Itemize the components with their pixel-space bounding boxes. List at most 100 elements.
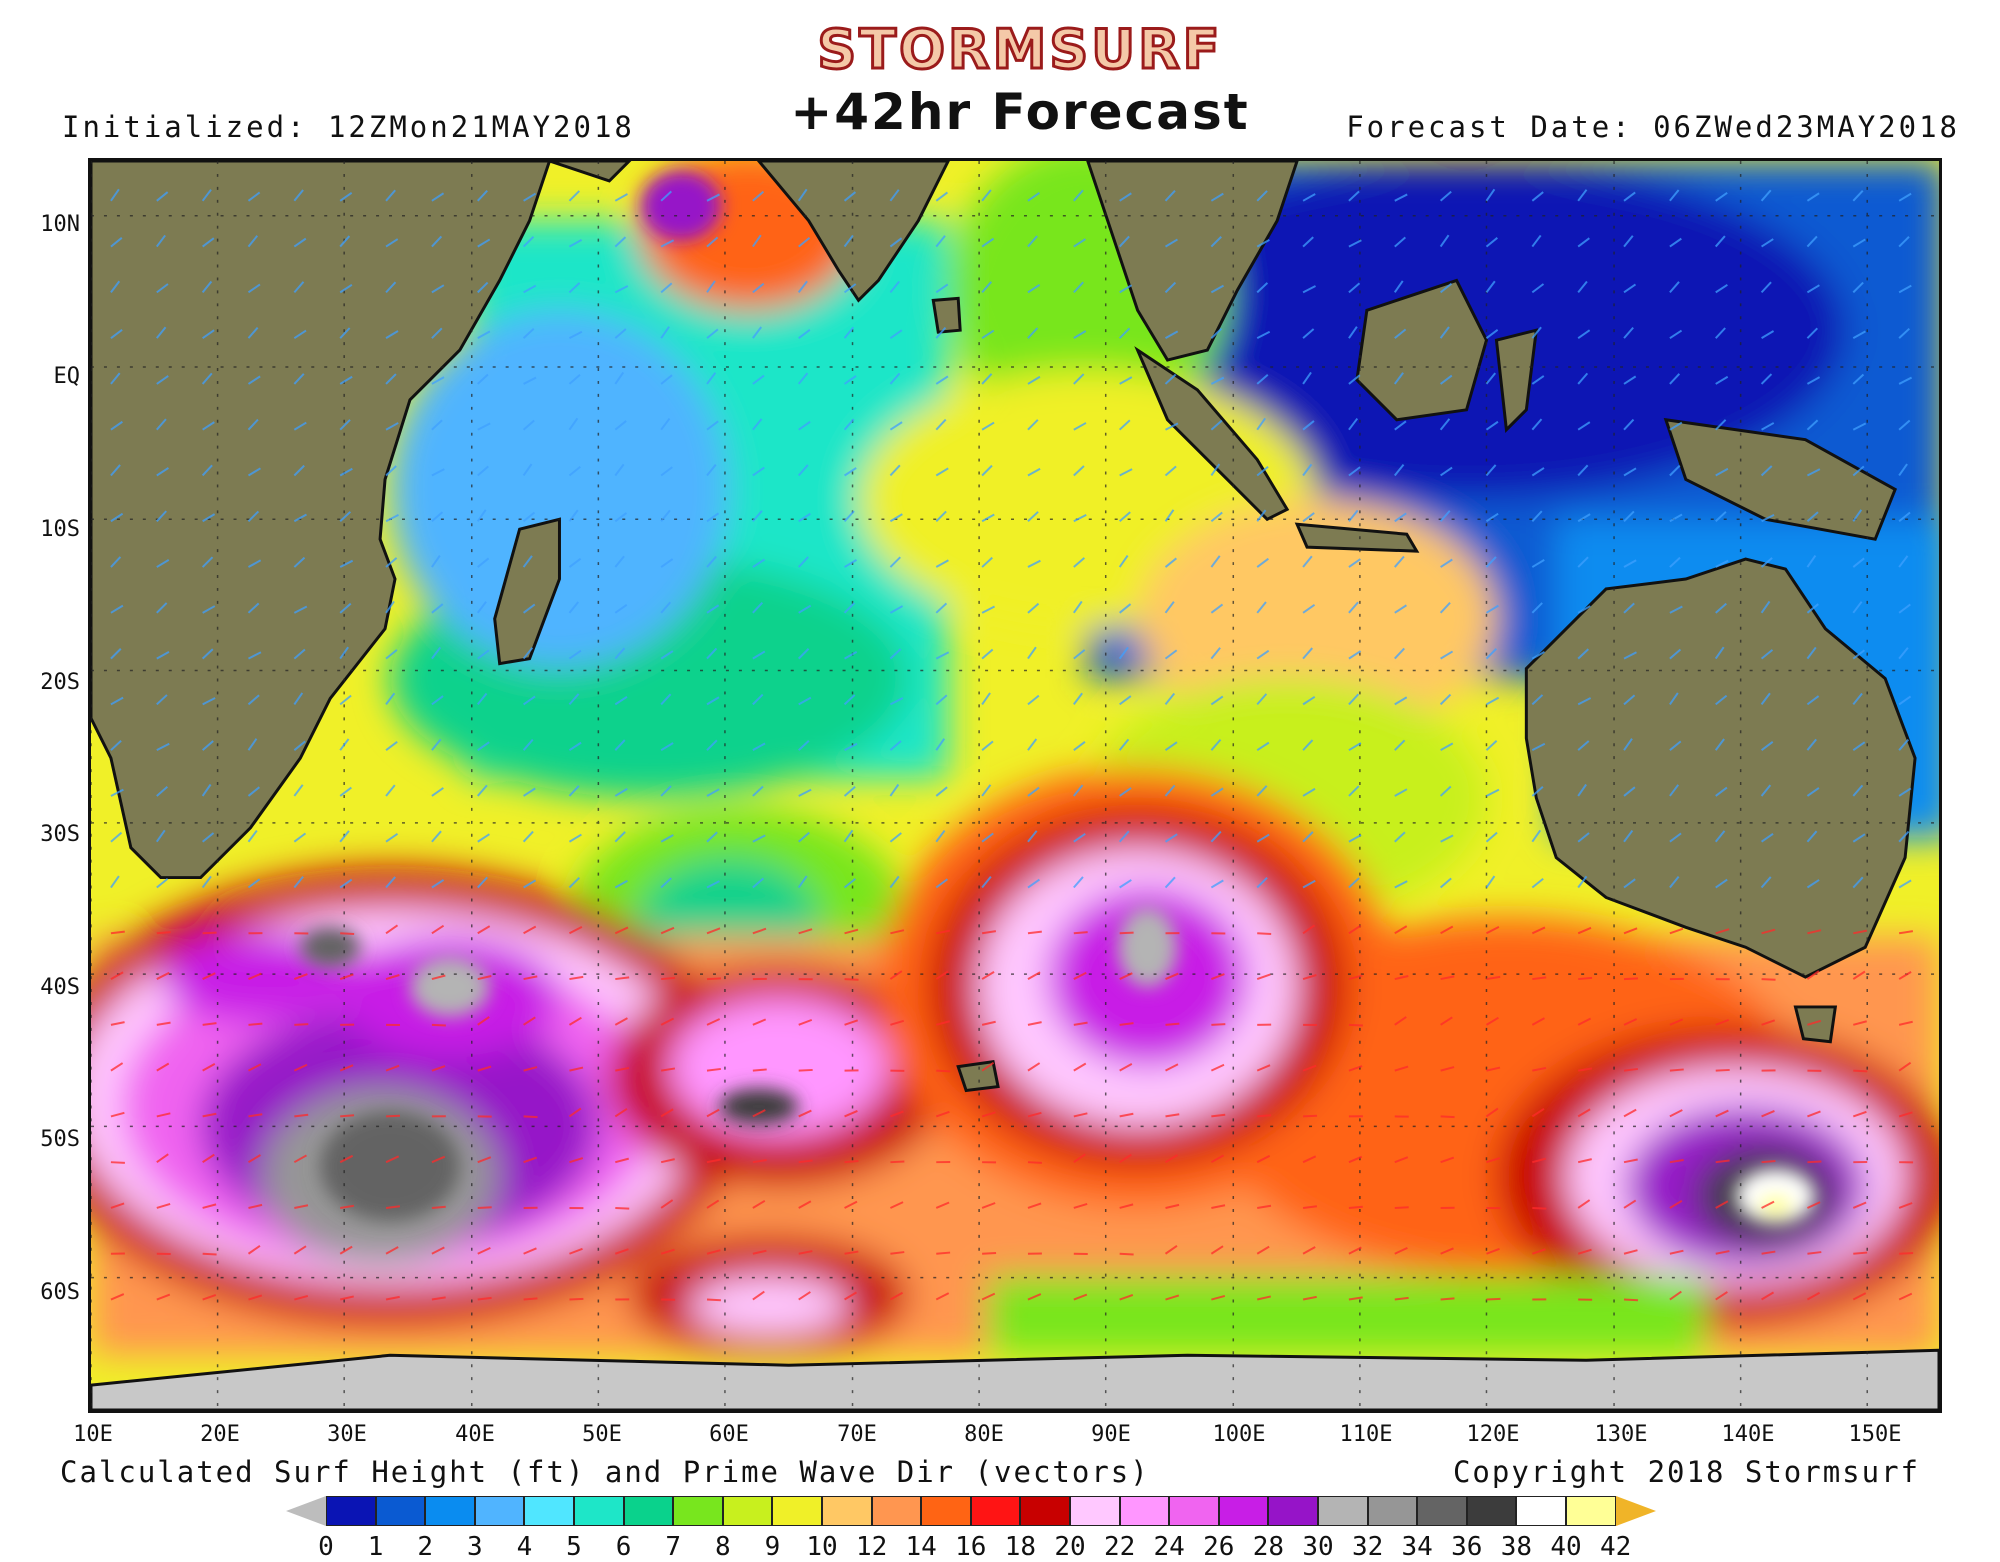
wave-vector [1716,1070,1730,1071]
kerguelen [958,1062,998,1091]
wave-vector [890,1161,904,1162]
wave-vector [1762,979,1776,980]
wave-vector [1532,1208,1546,1209]
wave-vector [1762,1161,1776,1162]
lon-label: 140E [1713,1422,1783,1447]
lat-label: 50S [20,1127,80,1152]
colorbar-tick-label: 16 [951,1532,991,1562]
lon-label: 40E [440,1422,510,1447]
colorbar-tick-label: 34 [1397,1532,1437,1562]
lat-label: EQ [20,364,80,389]
colorbar-swatch [524,1496,574,1526]
forecast-title: +42hr Forecast [700,82,1340,142]
wave-vector [936,1071,950,1072]
colorbar-swatch [1516,1496,1566,1526]
colorbar-swatch [1566,1496,1616,1526]
wave-vector [111,1162,125,1163]
colorbar-swatch [1318,1496,1368,1526]
colorbar-tick-label: 8 [703,1532,743,1562]
lon-label: 50E [567,1422,637,1447]
colorbar-tick-label: 40 [1546,1532,1586,1562]
colorbar-tick-label: 2 [405,1532,445,1562]
colorbar-swatch [1020,1496,1070,1526]
lon-label: 10E [58,1422,128,1447]
lon-label: 60E [694,1422,764,1447]
colorbar-tick-label: 20 [1050,1532,1090,1562]
colorbar-tick-label: 36 [1447,1532,1487,1562]
colorbar-tick-label: 6 [604,1532,644,1562]
colorbar-swatch [326,1496,376,1526]
wave-vector [1028,1162,1042,1163]
wave-vector [1670,1069,1684,1070]
colorbar-tick-label: 9 [752,1532,792,1562]
map-caption: Calculated Surf Height (ft) and Prime Wa… [60,1455,1150,1489]
wave-vector [661,978,675,979]
wave-vector [1120,933,1134,934]
stormsurf-logo: STORMSURF [800,20,1240,80]
wave-vector [569,1299,583,1300]
lon-label: 70E [822,1422,892,1447]
wave-vector [248,1024,262,1025]
sri-lanka [933,298,960,332]
wave-vector [203,933,217,934]
wave-vector [1853,1071,1867,1072]
colorbar-swatch [574,1496,624,1526]
lon-label: 150E [1840,1422,1910,1447]
wave-vector [615,1208,629,1209]
wave-vector [1441,1298,1455,1299]
wave-vector [1349,1025,1363,1026]
lon-label: 100E [1204,1422,1274,1447]
tasmania [1795,1007,1835,1042]
colorbar-swatch [1070,1496,1120,1526]
wave-vector [340,1115,354,1116]
colorbar-swatch [723,1496,773,1526]
wave-vector [203,1254,217,1255]
wave-vector [1257,933,1271,934]
lat-label: 60S [20,1280,80,1305]
wave-vector [478,1207,492,1208]
wave-vector [524,1116,538,1117]
wave-vector [1166,1024,1180,1025]
colorbar-tick-label: 3 [455,1532,495,1562]
wave-vector [1853,1253,1867,1254]
wave-vector [1441,1116,1455,1117]
colorbar-tick-label: 42 [1596,1532,1636,1562]
wave-vector [432,1207,446,1208]
colorbar-swatch [1120,1496,1170,1526]
colorbar-swatch [1467,1496,1517,1526]
wave-vector [1395,1207,1409,1208]
colorbar-tick-label: 10 [802,1532,842,1562]
wave-vector [1624,1300,1638,1301]
colorbar-tick-label: 24 [1149,1532,1189,1562]
lon-label: 110E [1331,1422,1401,1447]
colorbar-swatch [673,1496,723,1526]
wave-vector [707,978,721,979]
forecast-date-label: Forecast Date: 06ZWed23MAY2018 [1346,110,1960,144]
colorbar-tick-label: 5 [554,1532,594,1562]
wave-vector [1211,1024,1225,1025]
lat-label: 10S [20,517,80,542]
colorbar-tick-label: 4 [504,1532,544,1562]
wave-vector [1624,978,1638,979]
colorbar-tick-label: 22 [1100,1532,1140,1562]
wave-vector [1807,1161,1821,1162]
wave-vector [845,979,859,980]
wave-vector [1074,932,1088,933]
colorbar-swatch [822,1496,872,1526]
wave-vector [1257,1115,1271,1116]
lat-label: 10N [20,212,80,237]
wave-vector [294,1024,308,1025]
colorbar-tick-label: 30 [1298,1532,1338,1562]
lon-label: 120E [1458,1422,1528,1447]
colorbar-tick-label: 38 [1496,1532,1536,1562]
colorbar-low-arrow [286,1496,326,1526]
colorbar-tick-label: 12 [852,1532,892,1562]
colorbar-swatch [425,1496,475,1526]
wave-vector [340,933,354,934]
wave-vector [845,1161,859,1162]
wave-vector [1349,1207,1363,1208]
wave-vector [799,1070,813,1071]
wave-vector [386,1116,400,1117]
lon-label: 130E [1586,1422,1656,1447]
lat-label: 20S [20,670,80,695]
